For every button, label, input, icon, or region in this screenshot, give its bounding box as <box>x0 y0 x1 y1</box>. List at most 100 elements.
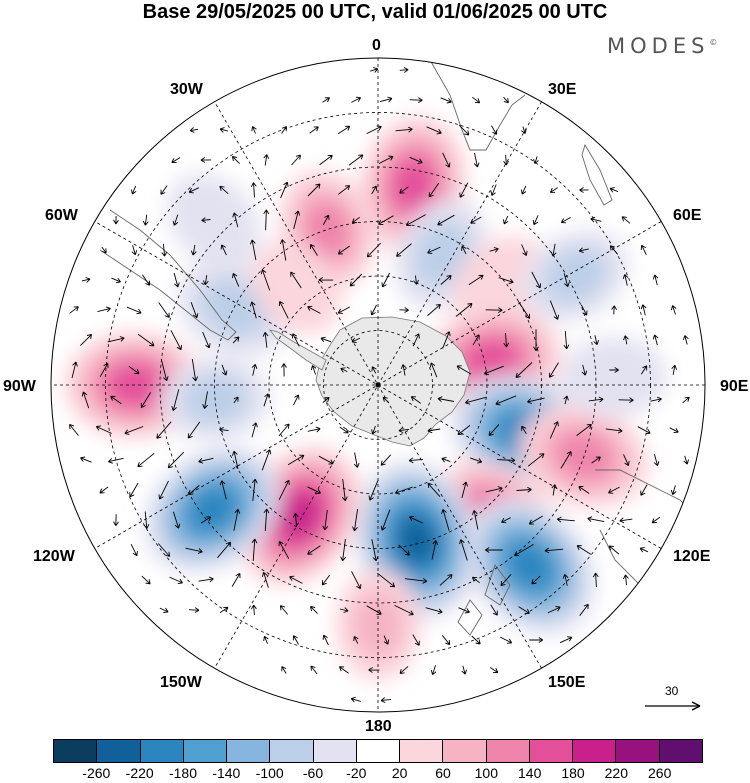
colorbar-segment-12 <box>572 740 616 762</box>
wind-arrow-337 <box>669 427 679 434</box>
wind-arrow-5 <box>69 423 79 436</box>
wind-arrow-99 <box>281 126 287 134</box>
colorbar-tick-label: 20 <box>391 765 408 781</box>
wind-arrow-322 <box>640 244 647 255</box>
wind-arrow-27 <box>137 452 155 468</box>
wind-arrow-159 <box>379 96 393 103</box>
wind-arrow-71 <box>232 336 240 344</box>
wind-arrow-117 <box>281 666 287 674</box>
anomaly-contour-10-4 <box>278 492 321 539</box>
copyright-mark: © <box>709 38 718 47</box>
map-boundary <box>50 57 706 713</box>
colorbar-segment-5 <box>269 740 313 762</box>
wind-arrow-75 <box>231 450 239 469</box>
wind-arrow-233 <box>461 481 468 499</box>
wind-arrow-79 <box>231 573 241 587</box>
wind-arrow-2 <box>80 333 93 346</box>
lon-label-180: 180 <box>365 718 392 735</box>
colorbar-segment-0 <box>54 740 97 762</box>
map-title: Base 29/05/2025 00 UTC, valid 01/06/2025… <box>142 1 608 23</box>
wind-arrow-180 <box>409 97 423 103</box>
wind-arrow-61 <box>200 516 212 524</box>
anomaly-contour-19-0 <box>251 240 341 335</box>
wind-arrow-38 <box>170 330 182 351</box>
wind-arrow-36 <box>173 272 180 288</box>
wind-arrow-85 <box>249 239 257 261</box>
wind-arrow-72 <box>221 364 228 376</box>
antarctic-peninsula <box>269 329 327 371</box>
colorbar-segment-1 <box>96 740 140 762</box>
wind-arrow-137 <box>310 665 318 675</box>
wind-arrow-52 <box>190 244 197 256</box>
wind-arrow-59 <box>198 457 214 464</box>
wind-arrow-209 <box>429 362 438 378</box>
colorbar-segment-8 <box>399 740 443 762</box>
wind-arrow-73 <box>233 396 239 404</box>
wind-arrow-247 <box>485 307 503 313</box>
wind-arrow-336 <box>682 396 690 404</box>
wind-arrow-155 <box>353 636 359 644</box>
wind-arrow-264 <box>521 244 528 256</box>
wind-arrow-179 <box>399 67 409 73</box>
colorbar-tick-label: 260 <box>648 765 672 781</box>
wind-arrow-77 <box>233 508 241 531</box>
colorbar-segment-4 <box>226 740 270 762</box>
wind-arrow-319 <box>619 517 633 524</box>
wind-arrow-335 <box>671 364 678 375</box>
wind-arrow-261 <box>533 156 539 164</box>
wind-arrow-131 <box>307 486 321 495</box>
wind-arrow-124 <box>318 277 334 283</box>
wind-arrow-230 <box>465 396 487 405</box>
wind-arrow-213 <box>427 482 441 498</box>
wind-arrow-195 <box>398 544 410 556</box>
wind-arrow-144 <box>349 273 363 287</box>
wind-arrow-21 <box>142 274 151 286</box>
wind-arrow-290 <box>544 547 564 554</box>
wind-arrow-215 <box>431 540 439 560</box>
wind-arrow-76 <box>219 480 227 500</box>
wind-arrow-196 <box>405 577 428 584</box>
colorbar-ticks: -260 -220 -180 -140 -100 -60 -20 20 60 100 140 180 2… <box>0 765 750 783</box>
wind-arrow-160 <box>366 125 382 135</box>
lon-label-0: 0 <box>372 37 381 54</box>
wind-arrow-86 <box>260 269 271 291</box>
colorbar-tick-label: -260 <box>82 765 111 781</box>
wind-arrow-102 <box>293 210 301 230</box>
wind-arrow-259 <box>489 667 499 673</box>
wind-arrow-202 <box>442 152 451 168</box>
wind-arrow-91 <box>251 422 258 438</box>
colorbar-segment-9 <box>442 740 486 762</box>
anomaly-contour-2-1 <box>412 220 471 289</box>
wind-arrow-306 <box>592 572 599 588</box>
wind-arrow-96 <box>261 571 269 588</box>
wind-arrow-48 <box>189 127 199 133</box>
wind-arrow-338 <box>683 455 689 465</box>
wind-arrow-123 <box>310 243 318 256</box>
wind-arrow-256 <box>500 573 512 587</box>
wind-arrow-268 <box>515 362 533 378</box>
wind-arrow-112 <box>292 512 299 527</box>
colorbar-tick-label: -60 <box>302 765 324 781</box>
anomaly-contour-15-0 <box>166 173 261 268</box>
wind-arrow-251 <box>488 424 500 437</box>
colorbar-segment-2 <box>139 740 183 762</box>
wind-arrow-89 <box>251 363 258 376</box>
wind-arrow-139 <box>337 125 351 135</box>
wind-arrow-334 <box>682 335 689 345</box>
wind-arrow-10 <box>97 306 111 313</box>
wind-arrow-271 <box>527 453 545 467</box>
wind-arrow-94 <box>263 508 270 532</box>
wind-arrow-194 <box>409 515 423 524</box>
lon-label-120e: 120E <box>673 548 711 565</box>
wind-arrow-40 <box>171 389 180 411</box>
wind-arrow-208 <box>442 331 451 349</box>
wind-arrow-212 <box>441 457 451 463</box>
wind-arrow-242 <box>503 154 509 166</box>
anomaly-contour-14-1 <box>199 278 268 338</box>
wind-arrow-108 <box>293 394 300 406</box>
anomaly-contour-8-4 <box>508 543 552 589</box>
wind-arrow-167 <box>371 366 377 374</box>
wind-arrow-221 <box>458 124 470 136</box>
wind-arrow-333 <box>670 305 677 315</box>
wind-arrow-141 <box>338 185 351 195</box>
